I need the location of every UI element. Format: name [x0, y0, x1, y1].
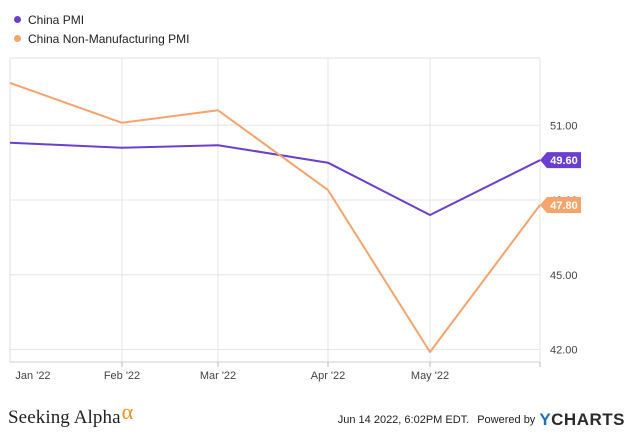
alpha-symbol-icon: α: [121, 399, 134, 424]
grid-layer: [9, 57, 541, 362]
end-label-flag: [540, 152, 581, 169]
series-line-1: [9, 81, 541, 353]
legend-dot-non-manufacturing: [14, 35, 21, 42]
brand-name: Seeking Alpha: [8, 407, 121, 428]
x-tick-label: May '22: [411, 370, 449, 382]
x-tick-label: Jan '22: [15, 370, 50, 382]
seeking-alpha-logo[interactable]: Seeking Alphaα: [8, 399, 133, 429]
y-tick-label: 45.00: [550, 270, 578, 282]
legend-item-non-manufacturing[interactable]: China Non-Manufacturing PMI: [14, 29, 189, 48]
end-label-0: 49.60: [540, 152, 581, 169]
legend-item-pmi[interactable]: China PMI: [14, 10, 189, 29]
series-layer: [9, 81, 541, 353]
legend-label-pmi: China PMI: [28, 12, 85, 27]
end-label-value: 49.60: [550, 155, 578, 167]
y-tick-label: 51.00: [550, 120, 578, 132]
end-label-flag: [540, 197, 581, 214]
x-tick-label: Apr '22: [311, 370, 346, 382]
credit: Jun 14 2022, 6:02PM EDT. Powered by YCHA…: [338, 410, 625, 430]
end-label-1: 47.80: [540, 197, 581, 214]
end-label-value: 47.80: [550, 200, 578, 212]
x-tick-label: Feb '22: [104, 370, 140, 382]
legend-dot-pmi: [14, 16, 21, 23]
legend-label-non-manufacturing: China Non-Manufacturing PMI: [28, 31, 190, 46]
label-layer: 49.60 47.80: [540, 152, 581, 214]
ycharts-logo[interactable]: YCHARTS: [539, 410, 625, 430]
y-tick-label: 42.00: [550, 345, 578, 357]
powered-by-label: Powered by: [477, 414, 536, 426]
legend: China PMI China Non-Manufacturing PMI: [14, 10, 189, 48]
footer: Seeking Alphaα Jun 14 2022, 6:02PM EDT. …: [0, 395, 635, 433]
series-line-0: [9, 141, 541, 216]
ycharts-y: Y: [539, 410, 552, 429]
x-tick-label: Mar '22: [200, 370, 236, 382]
ycharts-rest: CHARTS: [551, 410, 625, 429]
timestamp: Jun 14 2022, 6:02PM EDT.: [337, 414, 470, 426]
